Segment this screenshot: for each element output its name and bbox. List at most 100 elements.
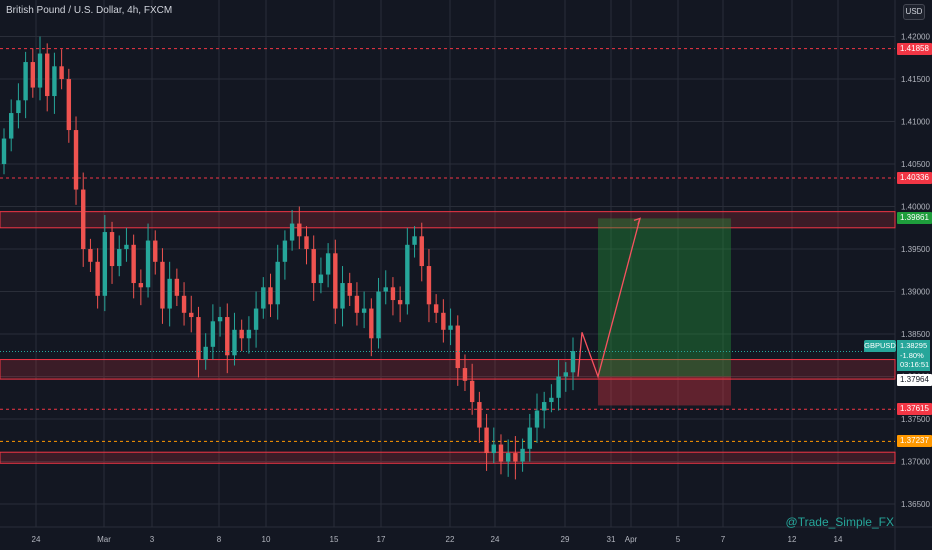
candle-body: [563, 372, 568, 377]
candle-body: [527, 427, 532, 449]
x-tick-label: 22: [446, 535, 455, 544]
candle-body: [340, 283, 345, 309]
candle-body: [239, 329, 244, 339]
x-tick-label: 10: [262, 535, 271, 544]
candle-body: [131, 244, 136, 284]
price-label-stop: 1.37615: [897, 403, 932, 416]
y-tick-label: 1.41000: [901, 118, 930, 127]
candle-body: [59, 66, 64, 80]
candle-body: [354, 295, 360, 313]
x-tick-label: 5: [676, 535, 681, 544]
candle-body: [498, 444, 504, 462]
y-tick-label: 1.36500: [901, 500, 930, 509]
candle-body: [383, 287, 388, 292]
candle-body: [124, 244, 129, 250]
candle-body: [95, 261, 100, 296]
candle-body: [513, 453, 518, 462]
candle-body: [347, 283, 352, 296]
candle-body: [1, 138, 7, 165]
candle-body: [469, 380, 475, 403]
price-label-entry-zone: 1.37964: [897, 373, 932, 386]
candle-body: [448, 325, 453, 330]
candle-body: [376, 291, 381, 339]
candle-body: [217, 317, 223, 322]
x-tick-label: 15: [330, 535, 339, 544]
candle-body: [246, 329, 252, 339]
candle-body: [66, 79, 72, 131]
candle-body: [16, 100, 21, 114]
x-tick-label: 3: [150, 535, 155, 544]
candle-body: [117, 249, 122, 267]
candle-body: [541, 402, 547, 411]
candle-body: [369, 308, 374, 339]
stop-zone: [598, 376, 731, 406]
price-label-support: 1.37237: [897, 435, 932, 448]
price-change: -1.80%: [900, 350, 924, 360]
candle-body: [297, 223, 302, 237]
y-tick-label: 1.40000: [901, 203, 930, 212]
price-label-target: 1.39861: [897, 212, 932, 225]
candle-body: [203, 346, 208, 360]
candle-body: [174, 278, 180, 296]
candle-body: [333, 253, 338, 309]
candle-body: [145, 240, 151, 288]
candle-body: [167, 278, 172, 309]
x-tick-label: Apr: [625, 535, 638, 544]
candle-body: [390, 287, 396, 301]
candle-body: [419, 236, 424, 267]
x-tick-label: Mar: [97, 535, 111, 544]
candle-body: [534, 410, 540, 428]
candle-body: [81, 189, 86, 250]
y-tick-label: 1.37000: [901, 458, 930, 467]
x-tick-label: 24: [491, 535, 500, 544]
candle-body: [304, 236, 309, 250]
candle-body: [491, 444, 496, 454]
candle-body: [232, 329, 237, 356]
supply-demand-zone: [0, 211, 896, 229]
candle-body: [37, 53, 43, 88]
candle-body: [311, 249, 316, 284]
candle-body: [549, 397, 554, 403]
candle-body: [412, 236, 417, 245]
candle-body: [88, 249, 93, 262]
candle-body: [261, 287, 266, 309]
candle-body: [45, 53, 50, 97]
x-tick-label: 24: [32, 535, 41, 544]
currency-button[interactable]: USD: [903, 4, 925, 20]
candle-body: [181, 295, 187, 313]
candle-body: [23, 62, 28, 101]
candle-body: [253, 308, 259, 330]
candle-body: [433, 304, 439, 313]
current-price-badge: 1.38295 -1.80% 03:16:51: [897, 340, 930, 371]
candle-body: [102, 232, 108, 296]
candle-body: [52, 66, 57, 97]
symbol-badge: GBPUSD: [864, 340, 896, 352]
projection-path: [577, 218, 641, 379]
x-tick-label: 12: [788, 535, 797, 544]
author-watermark: @Trade_Simple_FX: [785, 515, 894, 529]
candle-body: [441, 312, 446, 330]
candle-body: [520, 448, 525, 462]
y-tick-label: 1.42000: [901, 33, 930, 42]
price-label-resistance-top: 1.41858: [897, 42, 932, 55]
candle-body: [455, 325, 460, 369]
candle-body: [268, 287, 273, 305]
candle-body: [397, 300, 403, 305]
candle-body: [484, 427, 489, 454]
candle-body: [30, 62, 36, 88]
candle-body: [405, 244, 410, 305]
x-tick-label: 17: [377, 535, 386, 544]
candle-body: [361, 308, 367, 313]
y-tick-label: 1.41500: [901, 75, 930, 84]
candle-body: [318, 274, 324, 284]
x-tick-label: 29: [561, 535, 570, 544]
x-tick-label: 7: [721, 535, 726, 544]
candle-body: [325, 253, 331, 275]
current-price: 1.38295: [900, 341, 928, 350]
candle-body: [210, 321, 216, 347]
candle-body: [138, 283, 144, 288]
candle-body: [225, 317, 230, 356]
